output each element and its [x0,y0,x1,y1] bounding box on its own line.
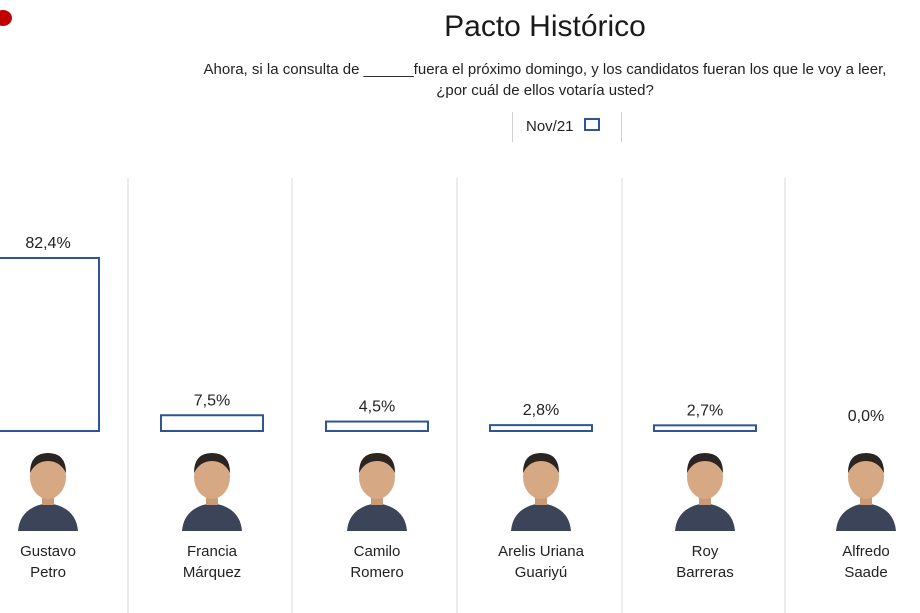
bar-2 [325,420,429,433]
bar-1 [160,414,264,432]
question-line-1: Ahora, si la consulta de ______fuera el … [203,61,887,78]
data-label-0: 82,4% [25,235,70,252]
candidate-name-line-1: Francia [186,543,238,560]
candidate-name-line-2: Romero [350,564,404,581]
data-label-3: 2,8% [523,402,559,419]
legend-label: Nov/21 [526,118,574,135]
candidate-photo-icon [12,443,84,531]
data-label-4: 2,7% [687,402,723,419]
survey-question: Ahora, si la consulta de ______fuera el … [170,59,920,101]
legend-swatch [584,118,600,131]
bar-4 [653,424,757,432]
candidate-name-line-1: Roy [691,543,719,560]
candidate-photo-icon [830,443,902,531]
candidate-name-line-1: Camilo [353,543,401,560]
legend: Nov/21 [512,112,622,142]
chart-title: Pacto Histórico [444,10,646,43]
candidate-name-line-2: Márquez [182,564,242,581]
candidate-name: Francia Márquez [142,541,282,583]
candidate-name: Gustavo Petro [0,541,118,583]
candidate-name-line-2: Guariyú [514,564,568,581]
candidate-name: Alfredo Saade [796,541,920,583]
candidate-photo-icon [669,443,741,531]
brand-dot [0,10,12,26]
candidate-photo-icon [505,443,577,531]
question-line-2: ¿por cuál de ellos votaría usted? [436,82,654,99]
candidate-name-line-2: Barreras [676,564,734,581]
candidate-name: Camilo Romero [307,541,447,583]
candidate-name-line-2: Petro [30,564,66,581]
data-label-5: 0,0% [848,408,884,425]
bar-0 [0,257,100,432]
candidate-name-line-1: Arelis Uriana [498,543,584,560]
candidate-name: Roy Barreras [635,541,775,583]
data-label-1: 7,5% [194,392,230,409]
candidate-name-line-2: Saade [844,564,888,581]
data-label-2: 4,5% [359,399,395,416]
candidate-name: Arelis Uriana Guariyú [471,541,611,583]
candidate-photo-icon [176,443,248,531]
bar-3 [489,424,593,433]
candidate-name-line-1: Gustavo [20,543,76,560]
candidate-photo-icon [341,443,413,531]
candidate-name-line-1: Alfredo [842,543,890,560]
